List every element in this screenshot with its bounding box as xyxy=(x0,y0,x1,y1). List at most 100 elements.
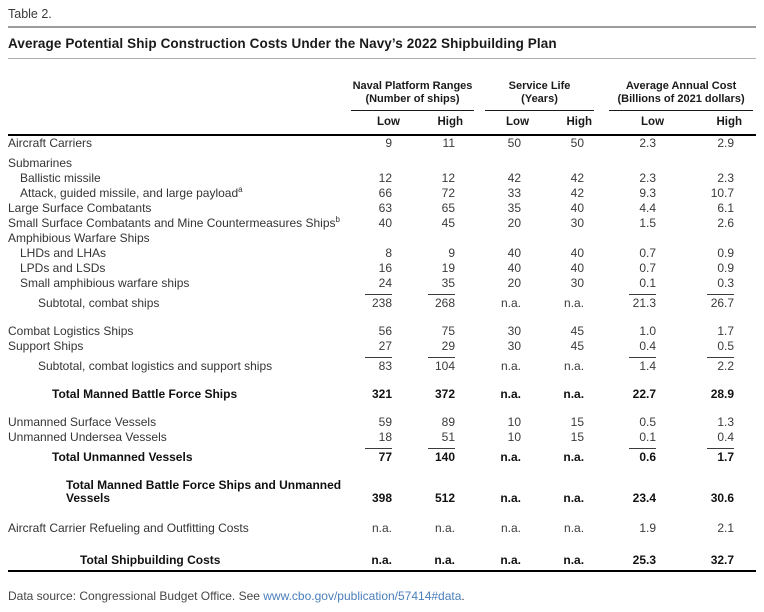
cell-value: 0.9 xyxy=(717,246,735,260)
sum-rule-value: 2.2 xyxy=(707,357,735,373)
cell-value xyxy=(543,231,606,246)
cell-value: 42 xyxy=(570,186,585,200)
divider-bottom xyxy=(8,570,756,572)
cell-value xyxy=(414,151,477,171)
table-row: Submarines xyxy=(8,151,756,171)
group-subtitle: (Number of ships) xyxy=(365,93,460,105)
cell-value: 0.4 xyxy=(639,339,657,353)
cell-value: 35 xyxy=(507,201,522,215)
sum-rule-value: 83 xyxy=(365,357,392,373)
table-row: LPDs and LSDs 16 19 40 40 0.7 0.9 xyxy=(8,261,756,276)
cell-value: 20 xyxy=(507,276,522,290)
cell-value: 12 xyxy=(441,171,456,185)
cell-value: 40 xyxy=(570,201,585,215)
footnote-marker: a xyxy=(238,185,243,194)
cell-value: 16 xyxy=(378,261,392,275)
cell-value: 2.2 xyxy=(678,354,756,374)
table-row: Subtotal, combat ships 238 268 n.a. n.a. 21.3… xyxy=(8,291,756,311)
cell-value: n.a. xyxy=(500,553,522,567)
column-header-ships-high: High xyxy=(414,111,478,136)
table-row: Amphibious Warfare Ships xyxy=(8,231,756,246)
cell-value: 30 xyxy=(507,339,522,353)
cell-value: 2.3 xyxy=(717,171,735,185)
column-header-ships-low: Low xyxy=(348,111,414,136)
cell-value: 50 xyxy=(570,136,585,150)
cell-value: 321 xyxy=(371,387,392,401)
label-column-header xyxy=(8,111,348,136)
sum-rule-value: 140 xyxy=(428,448,456,464)
row-label: Aircraft Carriers xyxy=(8,136,93,150)
column-group-naval-platform-ranges: Naval Platform Ranges (Number of ships) xyxy=(348,80,477,111)
cell-value: 63 xyxy=(378,201,392,215)
table-row: Support Ships 27 29 30 45 0.4 0.5 xyxy=(8,339,756,354)
table-row: Small Surface Combatants and Mine Counte… xyxy=(8,216,756,231)
cell-value: 10 xyxy=(507,415,522,429)
cell-value: 40 xyxy=(507,261,522,275)
column-header-life-high: High xyxy=(543,111,607,136)
cell-value: 77 xyxy=(348,445,414,465)
table-row: LHDs and LHAs 8 9 40 40 0.7 0.9 xyxy=(8,246,756,261)
cell-value: 1.7 xyxy=(717,324,735,338)
footnote-marker: b xyxy=(335,215,340,224)
cell-value: 0.3 xyxy=(717,276,735,290)
group-title: Average Annual Cost xyxy=(625,80,737,92)
cell-value: 40 xyxy=(570,261,585,275)
row-label: Total Shipbuilding Costs xyxy=(80,553,221,567)
sum-rule-value: 104 xyxy=(428,357,456,373)
cell-value: 30 xyxy=(570,276,585,290)
cell-value: 45 xyxy=(570,324,585,338)
table-label: Table 2. xyxy=(8,7,52,21)
row-label: Unmanned Surface Vessels xyxy=(8,415,157,429)
table-row: Total Manned Battle Force Ships and Unma… xyxy=(8,465,756,506)
cell-value: 12 xyxy=(378,171,392,185)
cell-value: 56 xyxy=(378,324,392,338)
data-source-link[interactable]: www.cbo.gov/publication/57414#data xyxy=(263,589,462,603)
cell-value: 35 xyxy=(441,276,456,290)
table-title: Average Potential Ship Construction Cost… xyxy=(8,36,557,51)
row-label: LPDs and LSDs xyxy=(20,261,106,275)
cell-value: 59 xyxy=(378,415,392,429)
cell-value: 27 xyxy=(378,339,392,353)
row-label: LHDs and LHAs xyxy=(20,246,107,260)
cell-value: 512 xyxy=(434,491,456,505)
cell-value: 268 xyxy=(414,291,477,311)
cell-value: 10 xyxy=(507,430,522,444)
row-label: Combat Logistics Ships xyxy=(8,324,134,338)
cell-value: 83 xyxy=(348,354,414,374)
cell-value: 30 xyxy=(570,216,585,230)
column-header-cost-low: Low xyxy=(606,111,679,136)
cell-value: n.a. xyxy=(371,553,392,567)
sum-rule-value: 1.4 xyxy=(629,357,657,373)
group-title: Naval Platform Ranges xyxy=(352,80,473,92)
cost-table: Naval Platform Ranges (Number of ships) … xyxy=(8,80,757,568)
cell-value xyxy=(414,231,477,246)
row-label: Submarines xyxy=(8,156,73,170)
cell-value: 2.1 xyxy=(717,521,735,535)
cell-value: 1.7 xyxy=(678,445,756,465)
row-label: Small amphibious warfare ships xyxy=(20,276,190,290)
table-row: Unmanned Undersea Vessels 18 51 10 15 0.1 0.4 xyxy=(8,430,756,445)
cell-value: 42 xyxy=(507,171,522,185)
cell-value: n.a. xyxy=(564,359,585,373)
cell-value: n.a. xyxy=(500,491,522,505)
cell-value: n.a. xyxy=(500,450,522,464)
table-row: Small amphibious warfare ships 24 35 20 30 0.… xyxy=(8,276,756,291)
cell-value: 10.7 xyxy=(710,186,735,200)
group-subtitle: (Billions of 2021 dollars) xyxy=(617,93,745,105)
cell-value: 372 xyxy=(434,387,456,401)
row-label: Small Surface Combatants and Mine Counte… xyxy=(8,215,340,230)
cell-value: 30 xyxy=(507,324,522,338)
cell-value: 40 xyxy=(378,216,392,230)
cell-value xyxy=(477,231,543,246)
group-subtitle: (Years) xyxy=(521,93,558,105)
cell-value: n.a. xyxy=(564,521,585,535)
cell-value: 238 xyxy=(348,291,414,311)
cell-value: 1.5 xyxy=(639,216,657,230)
row-label: Support Ships xyxy=(8,339,84,353)
cell-value: 25.3 xyxy=(632,553,657,567)
cell-value: 28.9 xyxy=(710,387,735,401)
cell-value: 32.7 xyxy=(710,553,735,567)
cell-value: 2.6 xyxy=(717,216,735,230)
row-label: Total Manned Battle Force Ships and Unma… xyxy=(66,478,342,505)
